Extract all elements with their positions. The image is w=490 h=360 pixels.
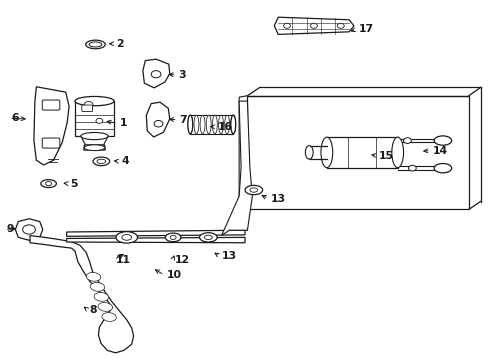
- Ellipse shape: [250, 188, 258, 192]
- Polygon shape: [67, 230, 245, 236]
- Polygon shape: [30, 235, 134, 353]
- Polygon shape: [239, 96, 247, 230]
- Polygon shape: [67, 237, 245, 243]
- Ellipse shape: [231, 115, 236, 134]
- Ellipse shape: [199, 233, 217, 242]
- Text: 15: 15: [379, 150, 394, 161]
- Ellipse shape: [206, 115, 211, 134]
- Text: 16: 16: [218, 122, 233, 132]
- Circle shape: [170, 235, 176, 239]
- Circle shape: [311, 23, 318, 28]
- Ellipse shape: [81, 132, 108, 140]
- Text: 2: 2: [116, 39, 123, 49]
- Polygon shape: [221, 101, 252, 235]
- Polygon shape: [147, 102, 170, 137]
- Ellipse shape: [93, 157, 110, 166]
- Ellipse shape: [165, 233, 181, 242]
- Text: 9: 9: [6, 225, 14, 234]
- Ellipse shape: [225, 115, 230, 134]
- Ellipse shape: [102, 312, 117, 321]
- Circle shape: [284, 23, 291, 28]
- Polygon shape: [75, 101, 114, 136]
- Ellipse shape: [86, 273, 101, 281]
- Polygon shape: [15, 219, 43, 240]
- Text: 4: 4: [122, 156, 129, 166]
- Ellipse shape: [188, 115, 193, 134]
- Ellipse shape: [194, 115, 199, 134]
- Ellipse shape: [75, 96, 114, 106]
- Ellipse shape: [245, 185, 263, 195]
- Ellipse shape: [188, 115, 193, 134]
- Text: 7: 7: [179, 115, 187, 125]
- Text: 11: 11: [116, 255, 131, 265]
- Ellipse shape: [90, 283, 105, 291]
- Text: 8: 8: [90, 305, 97, 315]
- Circle shape: [337, 23, 344, 28]
- Text: 13: 13: [270, 194, 286, 204]
- Text: 5: 5: [70, 179, 77, 189]
- Ellipse shape: [434, 163, 452, 173]
- Text: 12: 12: [174, 255, 190, 265]
- Ellipse shape: [204, 235, 212, 239]
- Ellipse shape: [231, 115, 236, 134]
- Polygon shape: [84, 145, 105, 150]
- Text: 13: 13: [221, 251, 237, 261]
- Ellipse shape: [98, 302, 113, 311]
- Polygon shape: [34, 87, 69, 165]
- Ellipse shape: [219, 115, 223, 134]
- Ellipse shape: [89, 42, 102, 47]
- FancyBboxPatch shape: [42, 100, 60, 110]
- Ellipse shape: [200, 115, 205, 134]
- Polygon shape: [81, 136, 108, 145]
- Ellipse shape: [434, 136, 452, 145]
- Text: 3: 3: [178, 70, 186, 80]
- Text: 1: 1: [120, 118, 127, 128]
- Text: 14: 14: [433, 145, 448, 156]
- Ellipse shape: [86, 40, 105, 49]
- Ellipse shape: [212, 115, 217, 134]
- FancyBboxPatch shape: [42, 138, 60, 148]
- Ellipse shape: [116, 231, 138, 243]
- Ellipse shape: [305, 146, 313, 159]
- Polygon shape: [327, 137, 398, 168]
- Ellipse shape: [392, 137, 404, 168]
- Text: 6: 6: [11, 113, 19, 123]
- Ellipse shape: [404, 138, 412, 143]
- Circle shape: [154, 121, 163, 127]
- Polygon shape: [247, 96, 469, 210]
- Ellipse shape: [84, 145, 105, 150]
- Ellipse shape: [321, 137, 333, 168]
- Ellipse shape: [94, 293, 109, 301]
- Ellipse shape: [97, 159, 106, 163]
- Polygon shape: [274, 17, 354, 35]
- Ellipse shape: [409, 165, 416, 171]
- Ellipse shape: [122, 234, 132, 240]
- Polygon shape: [143, 59, 170, 88]
- Text: 10: 10: [166, 270, 181, 280]
- Circle shape: [46, 181, 51, 186]
- Circle shape: [84, 102, 93, 108]
- Circle shape: [96, 118, 103, 123]
- Ellipse shape: [41, 180, 56, 188]
- Circle shape: [23, 225, 35, 234]
- Text: 17: 17: [358, 24, 373, 35]
- Circle shape: [151, 71, 161, 78]
- FancyBboxPatch shape: [82, 105, 93, 112]
